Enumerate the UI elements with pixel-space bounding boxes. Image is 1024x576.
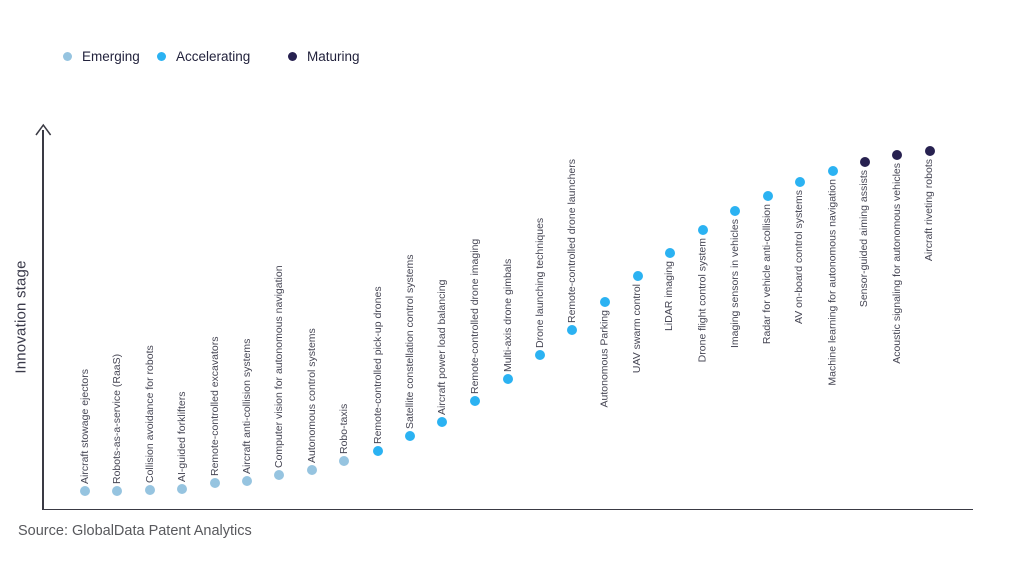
y-axis-arrow-icon xyxy=(35,123,52,136)
data-point-dot xyxy=(633,271,643,281)
data-point-dot xyxy=(470,396,480,406)
data-point-label: AI-guided forklifters xyxy=(175,391,188,482)
data-point-dot xyxy=(80,486,90,496)
data-point-label: Remote-controlled pick-up drones xyxy=(371,286,384,444)
data-point-dot xyxy=(210,478,220,488)
data-point-dot xyxy=(698,225,708,235)
data-point-dot xyxy=(242,476,252,486)
data-point-dot xyxy=(795,177,805,187)
data-point-dot xyxy=(307,465,317,475)
data-point-label: Collision avoidance for robots xyxy=(143,345,156,483)
data-point-label: Machine learning for autonomous navigati… xyxy=(826,179,839,386)
data-point-dot xyxy=(437,417,447,427)
data-point-label: Robo-taxis xyxy=(337,403,350,454)
data-point-label: Satellite constellation control systems xyxy=(403,254,416,430)
data-point-label: AV on-board control systems xyxy=(793,190,806,325)
legend-item-label: Emerging xyxy=(82,49,140,64)
data-point-label: Aircraft stowage ejectors xyxy=(78,369,91,484)
data-point-label: Acoustic signaling for autonomous vehicl… xyxy=(890,163,903,364)
legend-item-label: Maturing xyxy=(307,49,360,64)
data-point-dot xyxy=(177,484,187,494)
data-point-label: Imaging sensors in vehicles xyxy=(728,219,741,348)
data-point-label: Autonomous control systems xyxy=(305,328,318,463)
data-point-dot xyxy=(665,248,675,258)
data-point-dot xyxy=(503,374,513,384)
data-point-label: Remote-controlled excavators xyxy=(208,336,221,476)
data-point-dot xyxy=(373,446,383,456)
y-axis-line xyxy=(42,130,44,510)
data-point-label: Remote-controlled drone launchers xyxy=(565,158,578,323)
data-point-dot xyxy=(145,485,155,495)
data-point-dot xyxy=(925,146,935,156)
source-caption: Source: GlobalData Patent Analytics xyxy=(18,523,252,539)
data-point-dot xyxy=(892,150,902,160)
data-point-dot xyxy=(405,431,415,441)
data-point-label: LiDAR imaging xyxy=(663,261,676,332)
data-point-dot xyxy=(600,297,610,307)
legend-item-accelerating: Accelerating xyxy=(157,49,250,64)
data-point-label: Radar for vehicle anti-collision xyxy=(761,204,774,345)
data-point-label: Computer vision for autonomous navigatio… xyxy=(272,265,285,468)
data-point-label: Sensor-guided aiming assists xyxy=(858,170,871,308)
data-point-dot xyxy=(828,166,838,176)
legend-item-emerging: Emerging xyxy=(63,49,140,64)
legend-item-maturing: Maturing xyxy=(288,49,360,64)
legend-marker-icon xyxy=(63,52,72,61)
legend-marker-icon xyxy=(288,52,297,61)
data-point-label: Drone launching techniques xyxy=(533,217,546,348)
data-point-dot xyxy=(274,470,284,480)
data-point-label: Robots-as-a-service (RaaS) xyxy=(110,353,123,484)
data-point-dot xyxy=(567,325,577,335)
x-axis-line xyxy=(42,508,973,511)
data-point-label: Autonomous Parking xyxy=(598,310,611,408)
data-point-dot xyxy=(339,456,349,466)
data-point-label: Drone flight control system xyxy=(696,238,709,363)
y-axis-title: Innovation stage xyxy=(12,260,30,374)
data-point-label: Remote-controlled drone imaging xyxy=(468,238,481,394)
data-point-label: UAV swarm control xyxy=(631,284,644,374)
data-point-label: Aircraft anti-collision systems xyxy=(240,338,253,474)
legend-marker-icon xyxy=(157,52,166,61)
data-point-dot xyxy=(763,191,773,201)
data-point-dot xyxy=(112,486,122,496)
data-point-label: Aircraft riveting robots xyxy=(923,159,936,262)
data-point-label: Aircraft power load balancing xyxy=(435,279,448,415)
data-point-dot xyxy=(730,206,740,216)
legend-item-label: Accelerating xyxy=(176,49,251,64)
data-point-dot xyxy=(860,157,870,167)
data-point-dot xyxy=(535,350,545,360)
data-point-label: Multi-axis drone gimbals xyxy=(501,258,514,372)
